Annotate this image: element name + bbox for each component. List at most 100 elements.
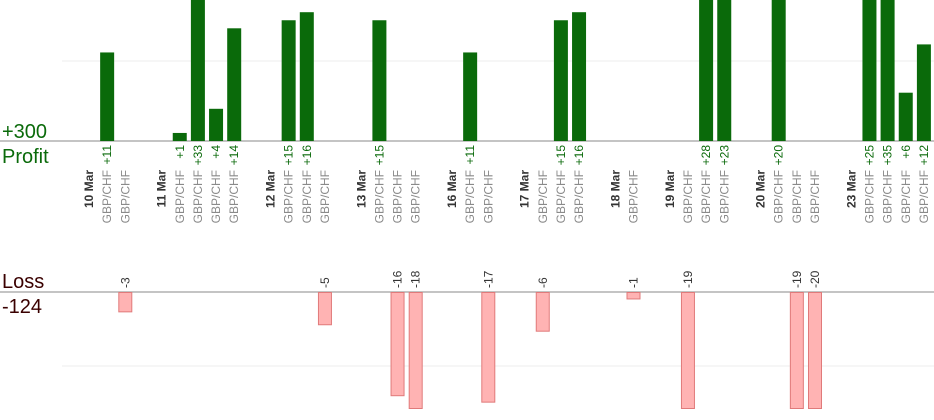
profit-value-label: +25	[862, 145, 876, 166]
profit-axis-label: Profit	[2, 146, 49, 168]
profit-value-label: +16	[572, 145, 586, 166]
pair-label: GBP/CHF	[391, 170, 405, 223]
date-label: 11 Mar	[155, 170, 169, 208]
profit-bar	[281, 20, 296, 141]
loss-bar	[390, 292, 405, 397]
pair-label: GBP/CHF	[772, 170, 786, 223]
loss-bar	[118, 292, 133, 313]
profit-value-label: +11	[100, 145, 114, 165]
loss-bar	[626, 292, 641, 300]
pair-label: GBP/CHF	[100, 170, 114, 223]
loss-bar	[808, 292, 822, 409]
profit-value-label: +20	[772, 145, 786, 166]
loss-value-label: -19	[790, 270, 804, 288]
profit-bar	[699, 0, 714, 141]
chart-marks: 10 Mar GBP/CHF +11 GBP/CHF -3 11 Mar GBP/CHF +1…	[82, 0, 931, 409]
profit-bar	[572, 12, 587, 142]
date-label: 18 Mar	[608, 170, 622, 208]
profit-bar	[172, 132, 187, 141]
pair-label: GBP/CHF	[627, 170, 641, 223]
profit-max-value: +300	[2, 121, 47, 143]
profit-bar	[862, 0, 877, 141]
pair-label: GBP/CHF	[318, 170, 332, 223]
profit-bar	[916, 44, 931, 141]
pair-label: GBP/CHF	[881, 170, 895, 223]
loss-value-label: -17	[481, 270, 495, 288]
profit-bar	[463, 52, 478, 142]
loss-bar	[789, 292, 804, 409]
pair-label: GBP/CHF	[862, 170, 876, 223]
loss-value-label: -1	[627, 277, 641, 288]
profit-value-label: +35	[881, 145, 895, 166]
loss-bar	[408, 292, 423, 409]
pair-label: GBP/CHF	[899, 170, 913, 223]
profit-value-label: +28	[699, 145, 713, 166]
pair-label: GBP/CHF	[536, 170, 550, 223]
loss-value-label: -16	[391, 270, 405, 288]
pair-label: GBP/CHF	[481, 170, 495, 223]
profit-value-label: +14	[227, 145, 241, 166]
pair-label: GBP/CHF	[463, 170, 477, 223]
date-label: 13 Mar	[354, 170, 368, 208]
profit-bar	[299, 12, 314, 142]
profit-value-label: +33	[191, 145, 205, 166]
pair-label: GBP/CHF	[699, 170, 713, 223]
loss-value-label: -3	[118, 277, 132, 288]
profit-value-label: +15	[372, 145, 386, 166]
date-label: 16 Mar	[445, 170, 459, 208]
loss-bar	[680, 292, 695, 409]
profit-value-label: +4	[209, 145, 223, 159]
date-label: 12 Mar	[264, 170, 278, 208]
profit-bar	[372, 20, 387, 141]
profit-value-label: +16	[300, 145, 314, 166]
pair-label: GBP/CHF	[282, 170, 296, 223]
loss-bar	[481, 292, 496, 403]
loss-bar	[535, 292, 550, 332]
profit-bar	[227, 28, 242, 141]
profit-value-label: +12	[917, 145, 931, 166]
loss-max-value: -124	[2, 296, 42, 318]
pair-label: GBP/CHF	[808, 170, 822, 223]
pair-label: GBP/CHF	[917, 170, 931, 223]
profit-bar	[717, 0, 732, 141]
profit-value-label: +23	[717, 145, 731, 166]
loss-value-label: -5	[318, 277, 332, 288]
pair-label: GBP/CHF	[209, 170, 223, 223]
loss-axis-label: Loss	[2, 271, 44, 293]
loss-value-label: -18	[409, 270, 423, 288]
pair-label: GBP/CHF	[118, 170, 132, 223]
profit-value-label: +15	[554, 145, 568, 166]
pair-label: GBP/CHF	[717, 170, 731, 223]
profit-bar	[880, 0, 895, 141]
date-label: 10 Mar	[82, 170, 96, 208]
date-label: 17 Mar	[518, 170, 532, 208]
profit-bar	[100, 52, 115, 142]
pair-label: GBP/CHF	[554, 170, 568, 223]
pair-label: GBP/CHF	[300, 170, 314, 223]
profit-value-label: +15	[282, 145, 296, 166]
pair-label: GBP/CHF	[681, 170, 695, 223]
pair-label: GBP/CHF	[227, 170, 241, 223]
loss-value-label: -20	[808, 270, 822, 288]
profit-bar	[209, 108, 224, 141]
profit-value-label: +11	[463, 145, 477, 165]
profit-bar	[771, 0, 786, 141]
pair-label: GBP/CHF	[173, 170, 187, 223]
date-label: 23 Mar	[844, 170, 858, 208]
profit-bar	[553, 20, 568, 141]
date-label: 20 Mar	[754, 170, 768, 208]
profit-value-label: +1	[173, 145, 187, 159]
profit-value-label: +6	[899, 145, 913, 159]
date-label: 19 Mar	[663, 170, 677, 208]
profit-bar	[190, 0, 205, 141]
pair-label: GBP/CHF	[191, 170, 205, 223]
pair-label: GBP/CHF	[572, 170, 586, 223]
loss-value-label: -6	[536, 277, 550, 288]
pair-label: GBP/CHF	[409, 170, 423, 223]
pair-label: GBP/CHF	[790, 170, 804, 223]
loss-bar	[317, 292, 332, 326]
profit-bar	[898, 92, 913, 141]
loss-value-label: -19	[681, 270, 695, 288]
pair-label: GBP/CHF	[372, 170, 386, 223]
